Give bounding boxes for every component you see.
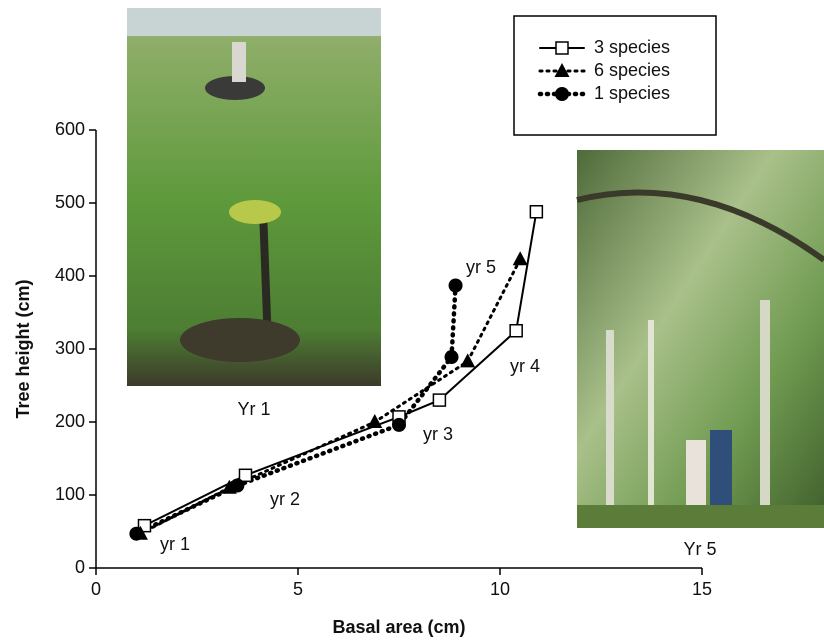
y-tick-label: 100 [55, 484, 85, 504]
photo-caption: Yr 5 [683, 539, 716, 559]
photo-yr5 [577, 150, 824, 528]
legend-label: 3 species [594, 37, 670, 57]
data-point [449, 278, 463, 292]
legend-label: 1 species [594, 83, 670, 103]
data-point [510, 325, 522, 337]
photo-yr1 [127, 8, 381, 386]
x-tick-label: 5 [293, 579, 303, 599]
annotation: yr 5 [466, 257, 496, 277]
data-point [367, 414, 382, 428]
data-point [433, 394, 445, 406]
y-tick-label: 200 [55, 411, 85, 431]
legend-label: 6 species [594, 60, 670, 80]
photo-caption: Yr 1 [237, 399, 270, 419]
data-point [129, 527, 143, 541]
data-point [460, 353, 475, 367]
chart: Basal area (cm) Tree height (cm) Yr 1 Yr… [0, 0, 824, 640]
annotation: yr 3 [423, 424, 453, 444]
data-point [392, 418, 406, 432]
data-point [530, 206, 542, 218]
data-point [239, 469, 251, 481]
y-tick-label: 400 [55, 265, 85, 285]
data-point [445, 350, 459, 364]
x-axis-label: Basal area (cm) [332, 617, 465, 637]
annotation: yr 4 [510, 356, 540, 376]
data-point [513, 251, 528, 265]
x-tick-label: 10 [490, 579, 510, 599]
y-tick-label: 0 [75, 557, 85, 577]
annotation: yr 2 [270, 489, 300, 509]
y-tick-label: 600 [55, 119, 85, 139]
legend-marker [555, 87, 569, 101]
y-tick-label: 500 [55, 192, 85, 212]
x-tick-label: 0 [91, 579, 101, 599]
data-point [230, 479, 244, 493]
y-axis-label: Tree height (cm) [13, 279, 33, 418]
y-tick-label: 300 [55, 338, 85, 358]
x-tick-label: 15 [692, 579, 712, 599]
annotation: yr 1 [160, 534, 190, 554]
legend-marker [556, 42, 568, 54]
